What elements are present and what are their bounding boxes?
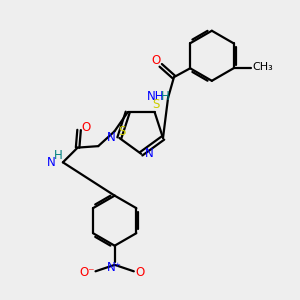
Text: N: N xyxy=(47,156,56,169)
Text: O: O xyxy=(152,54,161,68)
Text: N: N xyxy=(145,147,154,160)
Text: S: S xyxy=(118,125,125,138)
Text: O: O xyxy=(82,121,91,134)
Text: NH: NH xyxy=(147,90,164,103)
Text: O: O xyxy=(136,266,145,279)
Text: H: H xyxy=(54,149,63,162)
Text: H: H xyxy=(161,90,170,103)
Text: CH₃: CH₃ xyxy=(252,62,273,72)
Text: O⁻: O⁻ xyxy=(80,266,95,279)
Text: N⁺: N⁺ xyxy=(107,261,122,274)
Text: S: S xyxy=(152,98,160,111)
Text: N: N xyxy=(107,131,116,145)
